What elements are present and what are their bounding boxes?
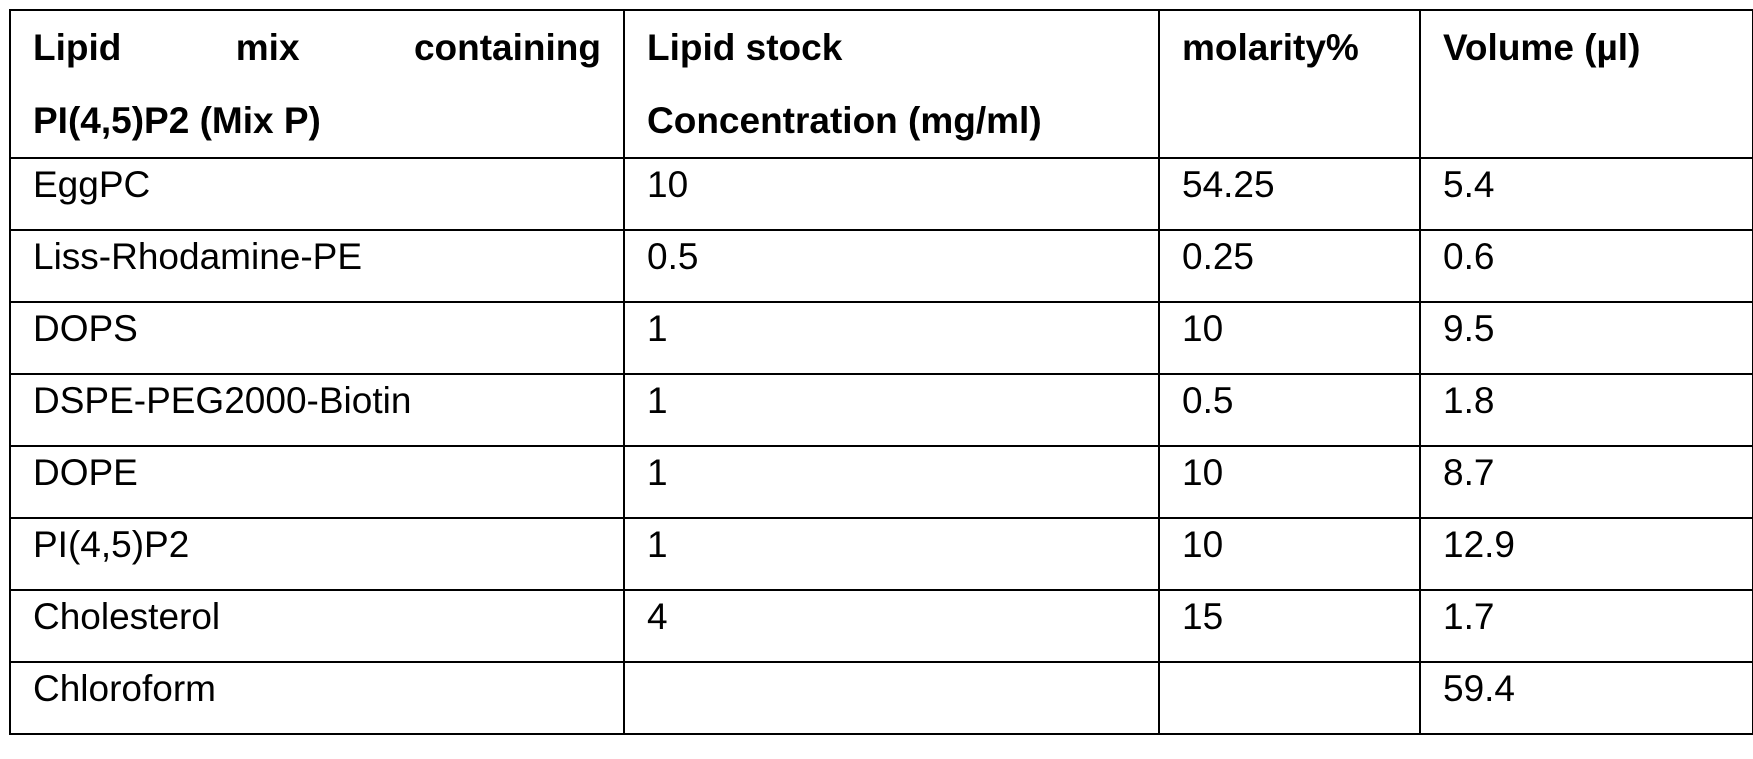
cell-stock: 4 [623, 589, 1160, 663]
header-volume: Volume (µl) [1419, 9, 1753, 159]
cell-volume: 12.9 [1419, 517, 1753, 591]
cell-volume: 1.8 [1419, 373, 1753, 447]
cell-volume: 1.7 [1419, 589, 1753, 663]
cell-stock: 1 [623, 517, 1160, 591]
header-lipid-mix-line2: PI(4,5)P2 (Mix P) [33, 100, 321, 141]
table-row: DSPE-PEG2000-Biotin 1 0.5 1.8 [9, 373, 1753, 447]
header-lipid-mix-line1: Lipid mix containing [33, 27, 601, 68]
table-row: Liss-Rhodamine-PE 0.5 0.25 0.6 [9, 229, 1753, 303]
cell-volume: 8.7 [1419, 445, 1753, 519]
header-lipid-stock-line2: Concentration (mg/ml) [647, 100, 1042, 141]
header-lipid-mix: Lipid mix containing PI(4,5)P2 (Mix P) [9, 9, 625, 159]
cell-lipid: PI(4,5)P2 [9, 517, 625, 591]
cell-stock: 0.5 [623, 229, 1160, 303]
table-header-row: Lipid mix containing PI(4,5)P2 (Mix P) L… [9, 9, 1753, 159]
header-molarity: molarity% [1158, 9, 1421, 159]
cell-volume: 9.5 [1419, 301, 1753, 375]
cell-lipid: Chloroform [9, 661, 625, 735]
cell-lipid: Liss-Rhodamine-PE [9, 229, 625, 303]
cell-molarity: 10 [1158, 517, 1421, 591]
cell-molarity: 10 [1158, 301, 1421, 375]
cell-molarity: 10 [1158, 445, 1421, 519]
cell-molarity: 0.25 [1158, 229, 1421, 303]
table-row: EggPC 10 54.25 5.4 [9, 157, 1753, 231]
cell-molarity: 15 [1158, 589, 1421, 663]
cell-lipid: Cholesterol [9, 589, 625, 663]
cell-stock: 10 [623, 157, 1160, 231]
cell-stock: 1 [623, 373, 1160, 447]
cell-stock [623, 661, 1160, 735]
table-row: PI(4,5)P2 1 10 12.9 [9, 517, 1753, 591]
table-row: DOPE 1 10 8.7 [9, 445, 1753, 519]
cell-lipid: DOPE [9, 445, 625, 519]
cell-lipid: DOPS [9, 301, 625, 375]
cell-stock: 1 [623, 301, 1160, 375]
cell-stock: 1 [623, 445, 1160, 519]
header-lipid-stock-line1: Lipid stock [647, 27, 843, 68]
cell-volume: 0.6 [1419, 229, 1753, 303]
cell-molarity: 0.5 [1158, 373, 1421, 447]
table-row: DOPS 1 10 9.5 [9, 301, 1753, 375]
cell-lipid: DSPE-PEG2000-Biotin [9, 373, 625, 447]
cell-volume: 5.4 [1419, 157, 1753, 231]
cell-volume: 59.4 [1419, 661, 1753, 735]
cell-molarity: 54.25 [1158, 157, 1421, 231]
header-lipid-stock: Lipid stock Concentration (mg/ml) [623, 9, 1160, 159]
cell-molarity [1158, 661, 1421, 735]
table-row: Chloroform 59.4 [9, 661, 1753, 735]
table-row: Cholesterol 4 15 1.7 [9, 589, 1753, 663]
lipid-mix-table: Lipid mix containing PI(4,5)P2 (Mix P) L… [9, 9, 1753, 735]
cell-lipid: EggPC [9, 157, 625, 231]
